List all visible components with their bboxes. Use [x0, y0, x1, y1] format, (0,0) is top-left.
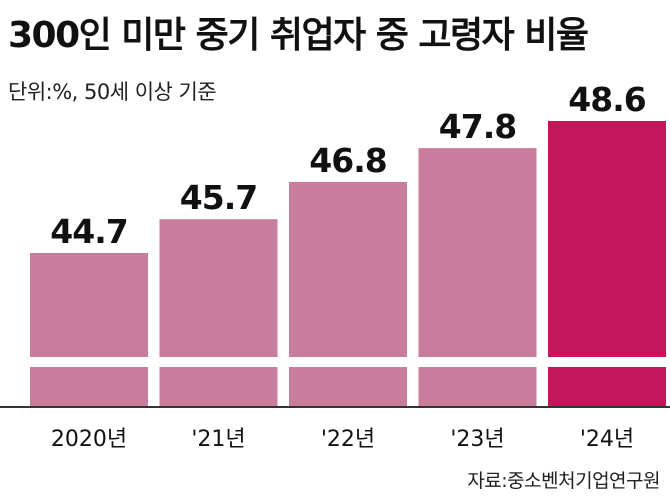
unit-note: 단위:%, 50세 이상 기준 — [8, 80, 217, 104]
axis-break-1 — [158, 357, 279, 367]
value-label-3: 47.8 — [439, 107, 516, 146]
axis-break-0 — [29, 357, 149, 367]
axis-break-2 — [288, 357, 408, 367]
tick-label-4: '24년 — [580, 427, 634, 452]
value-label-0: 44.7 — [50, 212, 127, 251]
bar-3 — [418, 148, 537, 407]
tick-label-1: '21년 — [191, 427, 245, 452]
bars-layer — [30, 121, 666, 407]
bar-2 — [289, 181, 407, 407]
axis-break-4 — [547, 357, 667, 367]
value-label-1: 45.7 — [180, 178, 257, 217]
source-note: 자료:중소벤처기업연구원 — [467, 470, 660, 492]
chart-title: 300인 미만 중기 취업자 중 고령자 비율 — [8, 15, 589, 56]
bar-1 — [159, 219, 278, 407]
value-label-2: 46.8 — [309, 141, 386, 180]
tick-label-3: '23년 — [450, 427, 504, 452]
axis-break-3 — [417, 357, 538, 367]
axis-break-layer — [29, 357, 667, 367]
tick-label-0: 2020년 — [51, 427, 127, 452]
value-label-4: 48.6 — [568, 80, 645, 119]
tick-label-2: '22년 — [321, 427, 375, 452]
value-labels-layer: 44.7 45.7 46.8 47.8 48.6 — [50, 80, 646, 251]
bar-0 — [30, 253, 148, 407]
tick-labels-layer: 2020년 '21년 '22년 '23년 '24년 — [51, 427, 634, 452]
